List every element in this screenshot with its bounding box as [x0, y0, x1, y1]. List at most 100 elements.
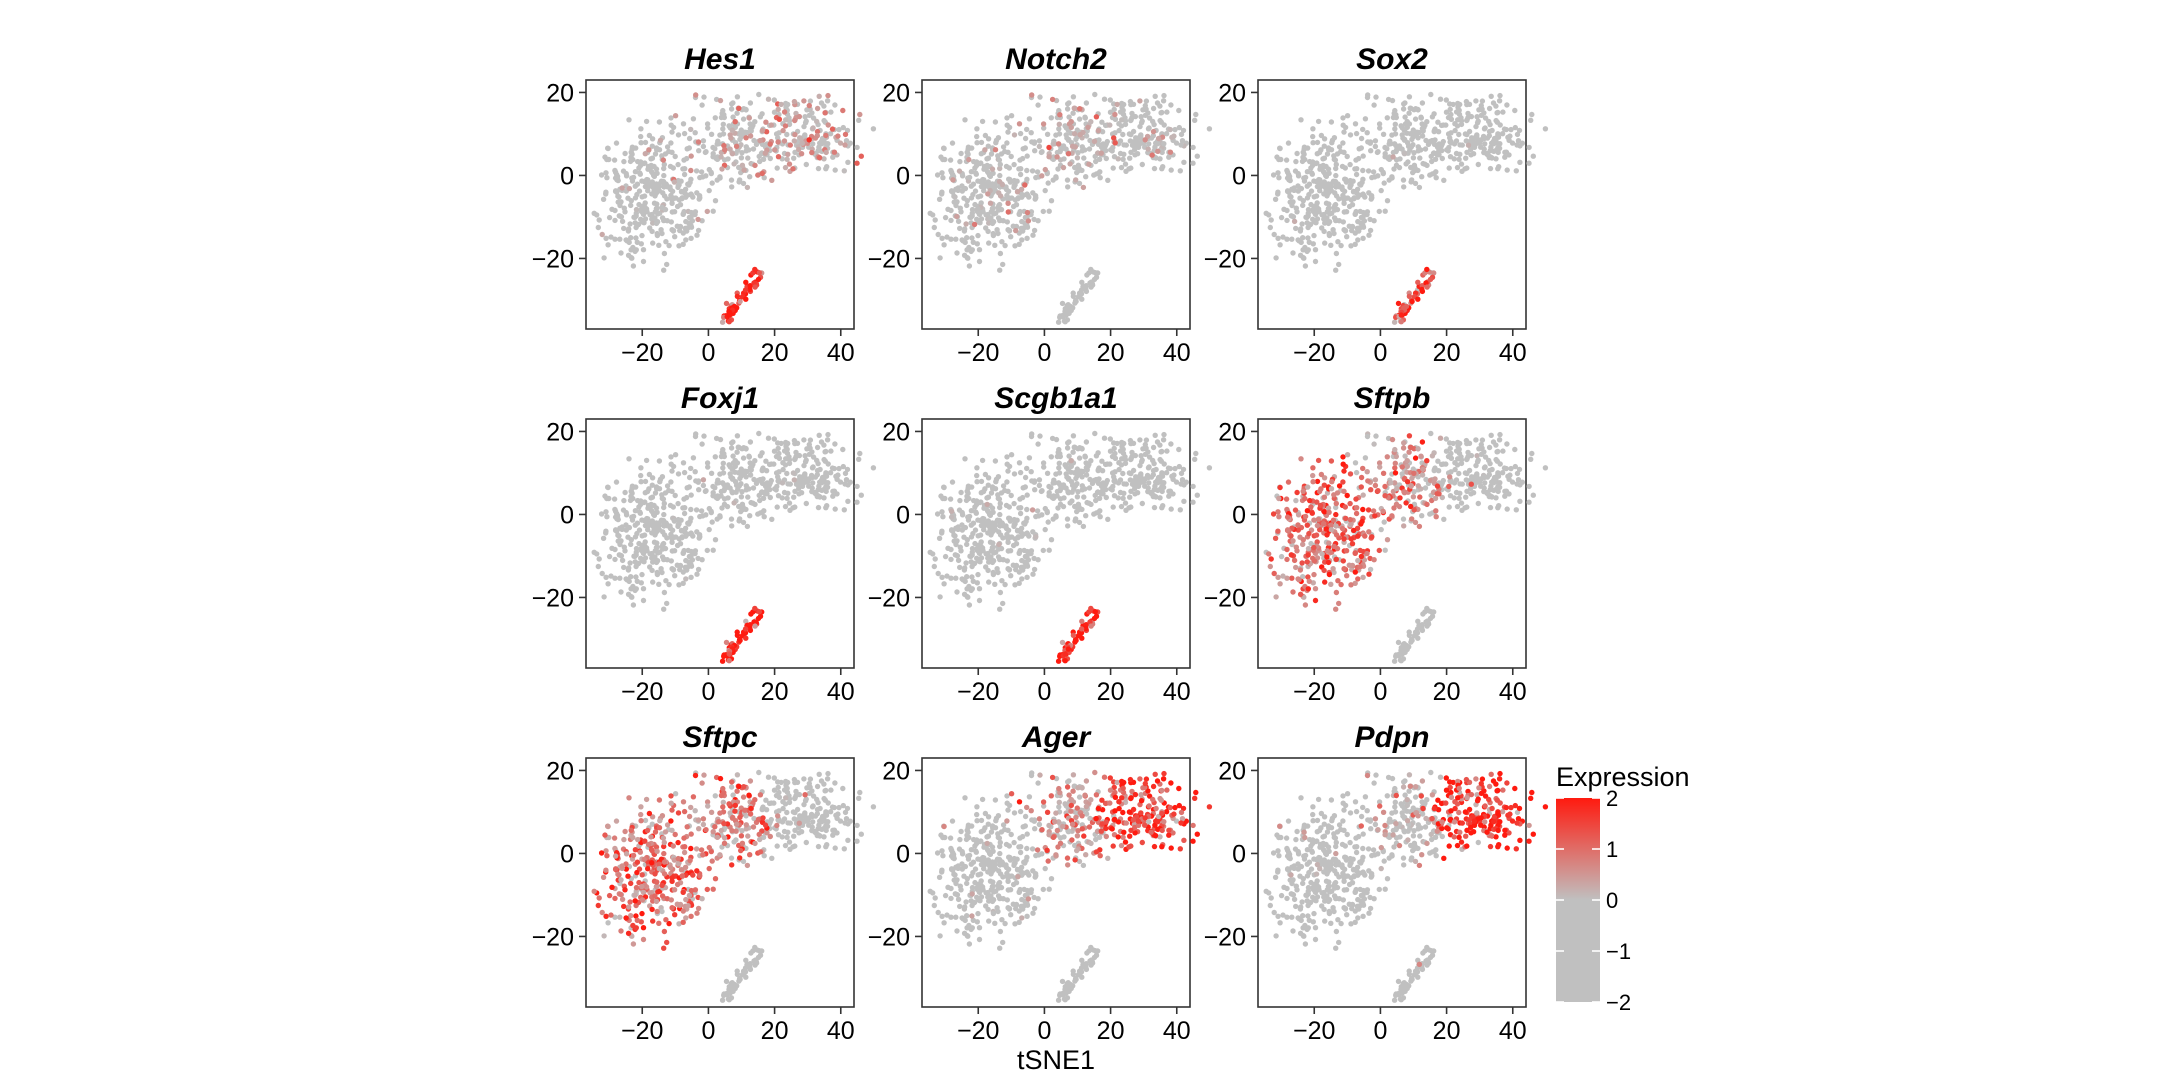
data-point [736, 179, 742, 185]
data-point [1030, 190, 1036, 196]
data-point [1404, 463, 1411, 470]
data-point [695, 478, 702, 484]
data-point [1098, 489, 1105, 495]
data-point [1105, 516, 1111, 522]
data-point [1120, 495, 1126, 501]
data-point [596, 217, 602, 223]
data-point [944, 573, 950, 579]
data-point [854, 483, 860, 490]
data-point [1424, 605, 1430, 612]
data-point [792, 456, 798, 462]
data-point [1079, 148, 1086, 154]
data-point [988, 532, 994, 538]
data-point [685, 225, 691, 231]
data-point [1166, 154, 1172, 160]
data-point [1310, 465, 1316, 471]
data-point [1357, 564, 1363, 570]
data-point [732, 463, 738, 470]
data-point [633, 206, 640, 213]
data-point [819, 480, 825, 486]
data-point [1311, 219, 1318, 225]
data-point [958, 548, 964, 554]
data-point [1110, 165, 1116, 171]
data-point [964, 541, 970, 548]
data-point [1022, 484, 1028, 490]
data-point [1172, 465, 1178, 472]
data-point [633, 552, 639, 558]
data-point [694, 571, 700, 577]
data-point [1452, 127, 1458, 134]
data-point [823, 149, 829, 156]
data-point [1420, 127, 1426, 134]
data-point [628, 202, 634, 209]
data-point [966, 495, 972, 502]
data-point [736, 518, 742, 524]
data-point [628, 541, 634, 548]
data-point [756, 153, 762, 160]
data-point [686, 214, 693, 221]
data-point [1364, 94, 1371, 101]
data-point [756, 769, 762, 776]
data-point [1029, 168, 1036, 174]
data-point [948, 217, 954, 224]
data-point [1280, 234, 1286, 240]
data-point [1397, 495, 1403, 501]
data-point [1353, 496, 1359, 502]
data-point [985, 521, 991, 527]
data-point [1292, 507, 1299, 513]
data-point [1338, 242, 1344, 249]
data-point [693, 168, 700, 174]
data-point [1285, 527, 1291, 533]
data-point [1154, 100, 1161, 106]
data-point [1366, 232, 1372, 238]
data-point [618, 250, 624, 256]
data-point [757, 510, 764, 516]
data-point [1266, 551, 1272, 557]
data-point [792, 504, 798, 510]
data-point [1088, 266, 1094, 273]
data-point [1353, 469, 1360, 476]
data-point [1306, 578, 1313, 584]
data-point [982, 132, 989, 139]
data-point [1347, 177, 1354, 184]
data-point [973, 510, 979, 516]
data-point [1392, 446, 1398, 453]
data-point [1497, 431, 1503, 438]
data-point [1139, 500, 1146, 507]
data-point [739, 150, 745, 156]
data-point [997, 193, 1004, 199]
data-point [1006, 504, 1012, 510]
data-point [1500, 109, 1506, 115]
data-point [1413, 106, 1419, 112]
data-point [1450, 440, 1456, 447]
data-point [1412, 116, 1419, 122]
data-point [1333, 589, 1340, 596]
data-point [1004, 479, 1010, 485]
data-point [1298, 456, 1304, 462]
data-point [1415, 148, 1422, 154]
data-point [680, 230, 686, 236]
data-point [1399, 464, 1406, 470]
data-point [1411, 470, 1417, 476]
data-point [823, 471, 829, 478]
data-point [688, 506, 694, 513]
data-point [672, 113, 679, 119]
data-point [1005, 209, 1011, 215]
data-point [1352, 241, 1358, 247]
data-point [668, 140, 674, 146]
data-point [1323, 526, 1329, 532]
data-point [1464, 117, 1470, 123]
data-point [601, 594, 607, 600]
data-point [1441, 516, 1447, 522]
data-point [1284, 236, 1290, 242]
data-point [612, 514, 619, 520]
data-point [1321, 509, 1328, 515]
data-point [640, 258, 647, 265]
data-point [1181, 159, 1187, 165]
data-point [645, 163, 652, 170]
x-tick-label: 0 [1373, 678, 1387, 706]
data-point [661, 181, 668, 187]
data-point [966, 263, 973, 269]
data-point [1366, 571, 1372, 577]
data-point [1152, 493, 1159, 500]
